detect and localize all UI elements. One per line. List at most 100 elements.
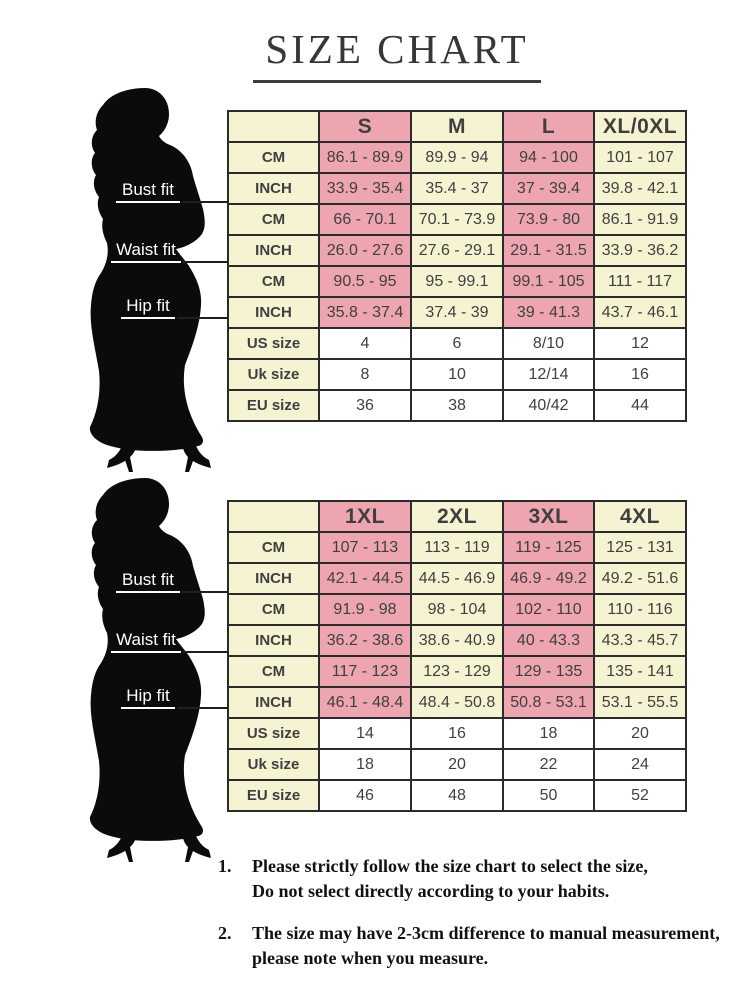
notes: 1. Please strictly follow the size chart… [218,854,734,971]
woman-silhouette-figure [89,88,211,472]
measure-label-cell: INCH [227,624,320,657]
measure-value-cell: 38.6 - 40.9 [410,624,504,657]
measure-value-cell: 33.9 - 36.2 [593,234,687,267]
note-number: 1. [218,856,232,876]
size-table-row: CM 91.9 - 98 98 - 104 102 - 110 110 - 116 [227,593,687,626]
size-header-cell: 1XL [318,500,412,533]
size-table-row: US size 14 16 18 20 [227,717,687,750]
measure-value-cell: 18 [318,748,412,781]
measure-value-cell: 20 [593,717,687,750]
measure-value-cell: 35.4 - 37 [410,172,504,205]
measure-label-cell: US size [227,327,320,360]
size-header-cell: 3XL [502,500,595,533]
measure-value-cell: 36 [318,389,412,422]
size-header-row: S M L XL/0XL [227,110,687,143]
measure-value-cell: 46.9 - 49.2 [502,562,595,595]
measure-label-cell: CM [227,265,320,298]
size-table-row: INCH 36.2 - 38.6 38.6 - 40.9 40 - 43.3 43.3 … [227,624,687,657]
measure-value-cell: 102 - 110 [502,593,595,626]
note-number: 2. [218,923,232,943]
size-table-row: INCH 33.9 - 35.4 35.4 - 37 37 - 39.4 39.8 - … [227,172,687,205]
silhouette-right-shoe-path [180,817,211,862]
measure-value-cell: 110 - 116 [593,593,687,626]
measure-value-cell: 6 [410,327,504,360]
measure-value-cell: 33.9 - 35.4 [318,172,412,205]
measure-value-cell: 135 - 141 [593,655,687,688]
silhouette-body-path [89,88,205,451]
title-wrap: SIZE CHART [44,27,750,84]
measure-value-cell: 91.9 - 98 [318,593,412,626]
measure-value-cell: 26.0 - 27.6 [318,234,412,267]
note-line: The size may have 2-3cm difference to ma… [252,923,720,943]
measure-value-cell: 50 [502,779,595,812]
measure-value-cell: 20 [410,748,504,781]
measure-value-cell: 27.6 - 29.1 [410,234,504,267]
measure-value-cell: 46.1 - 48.4 [318,686,412,719]
measure-value-cell: 16 [410,717,504,750]
size-header-cell: L [502,110,595,143]
note-item: 2. The size may have 2-3cm difference to… [218,921,734,971]
hip-connector-line [177,707,228,709]
size-table-row: EU size 46 48 50 52 [227,779,687,812]
bust-fit-label: Bust fit [116,570,180,593]
measure-value-cell: 49.2 - 51.6 [593,562,687,595]
size-table-row: US size 4 6 8/10 12 [227,327,687,360]
size-table-plus: 1XL 2XL 3XL 4XL CM 107 - 113 113 - 119 119 - 12… [227,500,687,812]
measure-value-cell: 40/42 [502,389,595,422]
measure-value-cell: 99.1 - 105 [502,265,595,298]
corner-cell [227,500,320,533]
size-header-row: 1XL 2XL 3XL 4XL [227,500,687,533]
size-header-cell: S [318,110,412,143]
woman-silhouette-figure [89,478,211,862]
measure-value-cell: 86.1 - 89.9 [318,141,412,174]
measure-value-cell: 37 - 39.4 [502,172,595,205]
measure-label-cell: INCH [227,296,320,329]
corner-cell [227,110,320,143]
note-item: 1. Please strictly follow the size chart… [218,854,734,904]
size-table-row: INCH 42.1 - 44.5 44.5 - 46.9 46.9 - 49.2 49.… [227,562,687,595]
size-header-cell: M [410,110,504,143]
note-text: Please strictly follow the size chart to… [252,854,734,904]
note-line: please note when you measure. [252,948,489,968]
silhouette-body-path [89,478,205,841]
measure-value-cell: 89.9 - 94 [410,141,504,174]
size-table-regular: S M L XL/0XL CM 86.1 - 89.9 89.9 - 94 94 - 100 1… [227,110,687,422]
measure-value-cell: 10 [410,358,504,391]
measure-label-cell: EU size [227,389,320,422]
waist-fit-label: Waist fit [111,630,181,653]
measure-value-cell: 66 - 70.1 [318,203,412,236]
note-line: Please strictly follow the size chart to… [252,856,648,876]
measure-label-cell: EU size [227,779,320,812]
measure-value-cell: 111 - 117 [593,265,687,298]
measure-label-cell: CM [227,203,320,236]
measure-label-cell: Uk size [227,748,320,781]
measure-value-cell: 40 - 43.3 [502,624,595,657]
size-table-row: INCH 26.0 - 27.6 27.6 - 29.1 29.1 - 31.5 33.… [227,234,687,267]
measure-value-cell: 46 [318,779,412,812]
page-title: SIZE CHART [253,27,541,84]
measure-label-cell: CM [227,655,320,688]
size-table-row: CM 86.1 - 89.9 89.9 - 94 94 - 100 101 - 107 [227,141,687,174]
note-text: The size may have 2-3cm difference to ma… [252,921,734,971]
measure-value-cell: 44 [593,389,687,422]
size-table-row: CM 90.5 - 95 95 - 99.1 99.1 - 105 111 - 117 [227,265,687,298]
measure-label-cell: INCH [227,562,320,595]
size-header-cell: XL/0XL [593,110,687,143]
size-table-row: CM 107 - 113 113 - 119 119 - 125 125 - 131 [227,531,687,564]
measure-value-cell: 48.4 - 50.8 [410,686,504,719]
measure-label-cell: INCH [227,686,320,719]
measure-value-cell: 24 [593,748,687,781]
size-table-row: INCH 46.1 - 48.4 48.4 - 50.8 50.8 - 53.1 53.… [227,686,687,719]
silhouette-left-shoe-path [107,820,138,862]
size-table-row: INCH 35.8 - 37.4 37.4 - 39 39 - 41.3 43.7 - … [227,296,687,329]
measure-value-cell: 12/14 [502,358,595,391]
measure-value-cell: 95 - 99.1 [410,265,504,298]
measure-value-cell: 48 [410,779,504,812]
measure-value-cell: 123 - 129 [410,655,504,688]
measure-value-cell: 44.5 - 46.9 [410,562,504,595]
measure-value-cell: 73.9 - 80 [502,203,595,236]
waist-connector-line [183,651,228,653]
measure-value-cell: 86.1 - 91.9 [593,203,687,236]
measure-label-cell: Uk size [227,358,320,391]
hip-fit-label: Hip fit [121,296,175,319]
